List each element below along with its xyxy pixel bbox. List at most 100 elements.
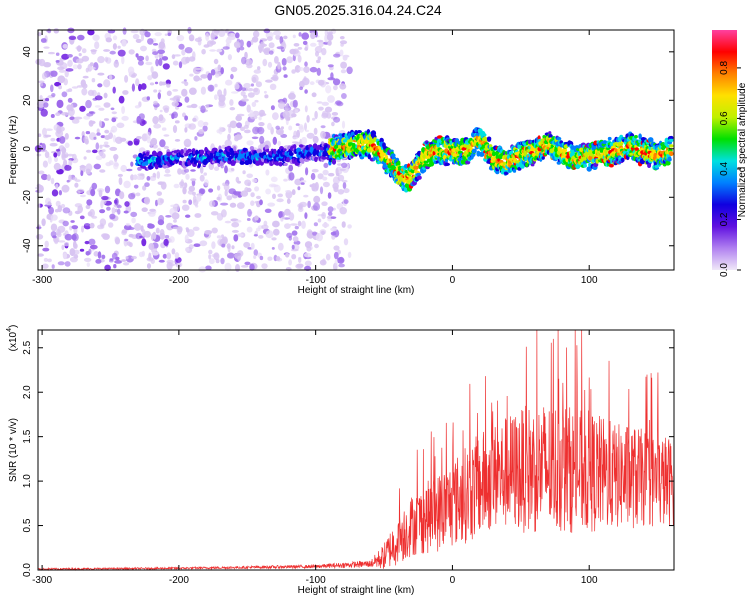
noise-speckle	[201, 48, 206, 55]
noise-speckle	[190, 169, 196, 172]
noise-speckle	[172, 89, 179, 92]
noise-speckle	[73, 243, 78, 249]
noise-speckle	[291, 189, 296, 196]
noise-speckle	[233, 234, 239, 242]
noise-speckle	[93, 136, 97, 140]
noise-speckle	[103, 92, 108, 99]
noise-speckle	[251, 136, 259, 140]
ridge-cell	[248, 158, 253, 165]
noise-speckle	[251, 76, 257, 83]
noise-speckle	[47, 258, 52, 263]
noise-speckle	[44, 240, 49, 248]
x-tick-label: -300	[32, 275, 52, 286]
noise-speckle	[171, 248, 176, 255]
noise-speckle	[279, 130, 284, 136]
noise-speckle	[170, 204, 178, 208]
noise-speckle	[264, 47, 271, 51]
noise-speckle	[297, 55, 302, 63]
ridge-cell	[444, 162, 451, 166]
noise-speckle	[316, 67, 321, 76]
noise-speckle	[277, 193, 284, 198]
noise-speckle	[342, 181, 347, 190]
noise-speckle	[156, 171, 161, 179]
ridge-cell	[608, 163, 614, 168]
noise-speckle	[211, 241, 216, 250]
noise-speckle	[271, 237, 277, 241]
y-tick-label: 0.5	[22, 518, 33, 532]
noise-speckle	[227, 33, 231, 36]
noise-speckle	[313, 202, 320, 211]
noise-speckle	[82, 75, 89, 79]
noise-speckle	[123, 180, 131, 189]
noise-speckle	[185, 173, 190, 180]
noise-speckle	[246, 226, 253, 233]
noise-speckle	[291, 244, 295, 250]
ridge-cell	[344, 133, 348, 138]
noise-speckle	[58, 85, 62, 90]
noise-speckle	[322, 169, 329, 176]
noise-speckle	[224, 139, 232, 148]
noise-speckle	[286, 56, 293, 64]
y-tick-label: -40	[22, 238, 33, 253]
noise-speckle	[121, 39, 127, 47]
noise-speckle	[339, 49, 344, 57]
noise-speckle	[135, 78, 140, 87]
noise-speckle	[100, 200, 104, 209]
noise-speckle	[271, 247, 275, 250]
noise-speckle	[127, 66, 135, 75]
noise-speckle	[286, 232, 293, 238]
noise-speckle	[53, 28, 60, 34]
noise-speckle	[91, 78, 96, 83]
noise-speckle	[190, 178, 197, 182]
ridge-cell	[367, 154, 372, 160]
noise-speckle	[229, 120, 237, 129]
noise-speckle	[295, 123, 300, 126]
noise-speckle	[54, 156, 58, 163]
noise-speckle	[312, 117, 316, 121]
noise-speckle	[37, 133, 42, 137]
noise-speckle	[112, 35, 118, 41]
noise-speckle	[310, 172, 316, 181]
noise-speckle	[199, 240, 208, 247]
noise-speckle	[55, 60, 60, 63]
ridge-cell	[481, 133, 487, 137]
ridge-cell	[314, 156, 318, 162]
noise-speckle	[98, 189, 103, 198]
noise-speckle	[59, 62, 68, 70]
noise-speckle	[172, 226, 181, 230]
noise-speckle	[275, 125, 281, 130]
colorbar-gradient	[712, 30, 737, 270]
noise-speckle	[49, 142, 58, 147]
noise-speckle	[286, 198, 291, 204]
noise-speckle	[216, 48, 223, 53]
noise-speckle	[51, 93, 56, 97]
noise-speckle	[322, 223, 330, 228]
noise-speckle	[292, 236, 299, 242]
spectrogram-ridge-layer	[135, 127, 674, 193]
noise-speckle	[142, 120, 147, 125]
noise-speckle	[321, 101, 329, 106]
noise-speckle	[285, 190, 291, 193]
noise-speckle	[123, 262, 130, 266]
noise-speckle	[50, 114, 55, 118]
noise-speckle	[321, 201, 328, 206]
noise-speckle	[187, 229, 195, 238]
noise-speckle	[171, 212, 180, 220]
noise-speckle	[177, 168, 182, 175]
noise-speckle	[318, 79, 325, 86]
noise-speckle	[303, 252, 312, 258]
noise-speckle	[234, 253, 242, 259]
noise-speckle	[227, 133, 231, 141]
noise-speckle	[193, 67, 202, 71]
noise-speckle	[291, 69, 296, 74]
ridge-cell	[602, 140, 608, 145]
noise-speckle	[86, 199, 93, 206]
noise-speckle	[166, 90, 172, 97]
noise-speckle	[104, 129, 110, 134]
noise-speckle	[136, 175, 143, 180]
noise-speckle	[328, 172, 335, 177]
noise-speckle	[83, 156, 87, 160]
noise-speckle	[50, 177, 55, 185]
noise-speckle	[251, 36, 259, 43]
noise-speckle	[220, 202, 229, 206]
